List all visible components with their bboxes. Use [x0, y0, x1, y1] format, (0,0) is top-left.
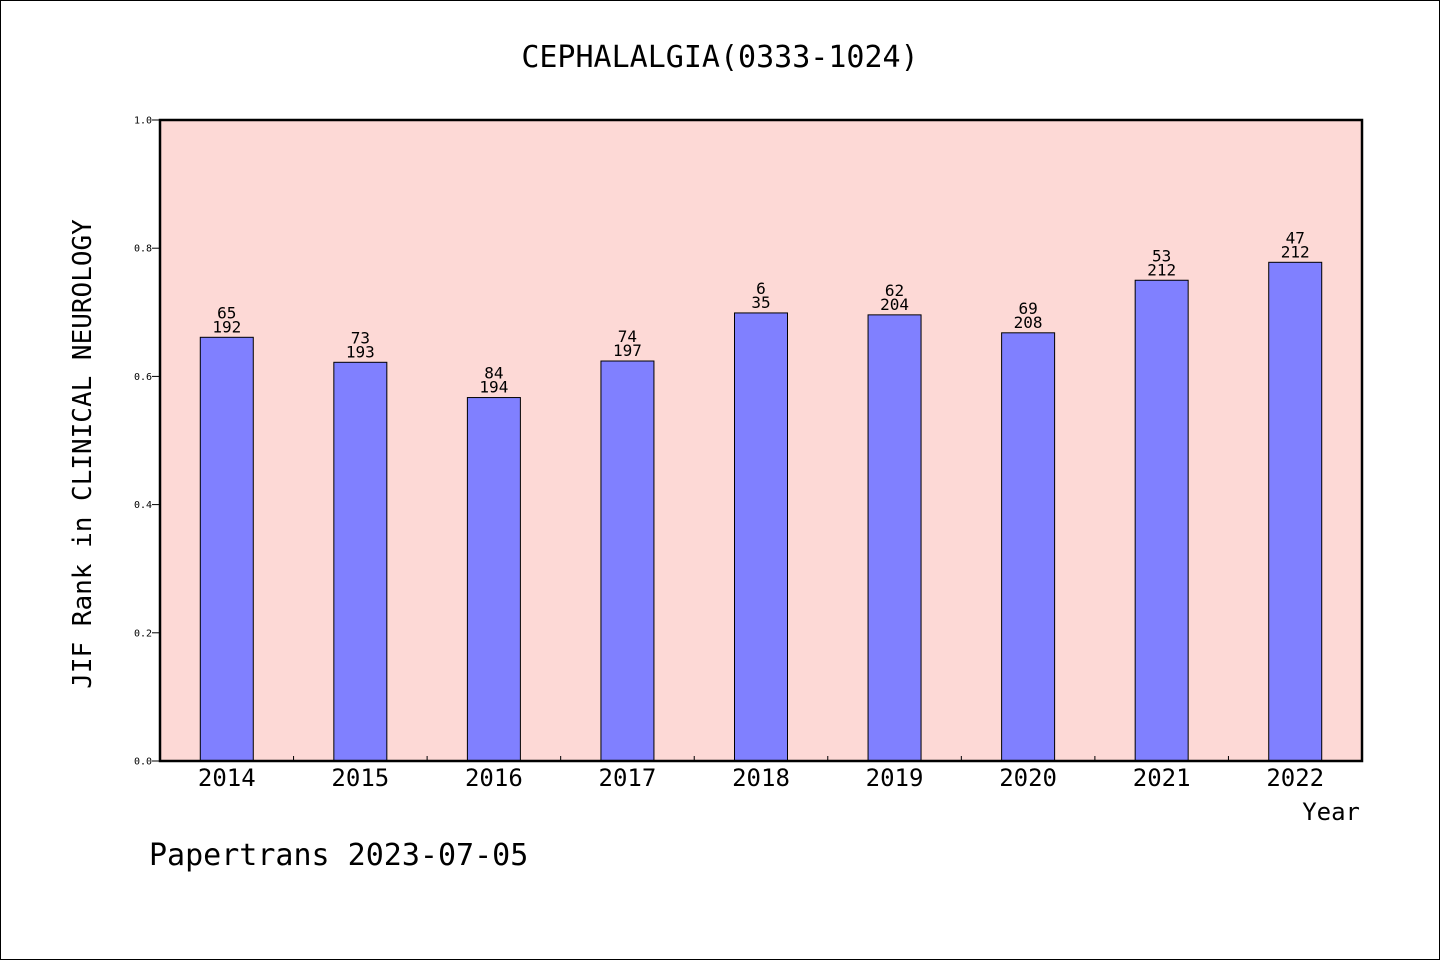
bar-total-label: 212 — [1281, 242, 1310, 261]
bar-rank-label: 84 — [484, 364, 503, 383]
bar-rank-label: 6 — [756, 279, 766, 298]
bar-2018 — [734, 312, 788, 762]
plot-frame — [158, 118, 1364, 763]
bar-rank-label: 62 — [885, 281, 904, 300]
bar-2019 — [867, 314, 922, 762]
x-tick-label: 2021 — [1133, 764, 1191, 792]
x-tick-label: 2015 — [331, 764, 389, 792]
y-axis-title: JIF Rank in CLINICAL NEUROLOGY — [68, 219, 98, 689]
bar-total-label: 193 — [346, 342, 375, 361]
y-tick-label: 0.6 — [134, 372, 152, 383]
bar-2021 — [1134, 279, 1189, 762]
bar-rank-label: 65 — [217, 303, 236, 322]
bar-2014 — [199, 336, 254, 762]
y-tick-label: 1.0 — [134, 116, 152, 127]
y-tick-label: 0.8 — [134, 244, 152, 255]
footer-watermark: Papertrans 2023-07-05 — [149, 838, 528, 873]
x-tick-label: 2014 — [198, 764, 256, 792]
x-tick-label: 2017 — [599, 764, 657, 792]
bar-total-label: 212 — [1147, 260, 1176, 279]
bar-rank-label: 47 — [1286, 228, 1305, 247]
bar-rank-label: 53 — [1152, 246, 1171, 265]
bar-rank-label: 69 — [1018, 299, 1037, 318]
chart-title: CEPHALALGIA(0333-1024) — [521, 40, 918, 75]
bar-total-label: 204 — [880, 295, 909, 314]
x-axis: 2014 2015 2016 2017 2018 2019 2020 2021 2022 — [198, 756, 1324, 792]
y-axis: 0.0 0.2 0.4 0.6 0.8 1.0 — [134, 116, 160, 768]
x-tick-label: 2020 — [999, 764, 1057, 792]
bar-total-label: 208 — [1014, 313, 1043, 332]
bar-2015 — [333, 361, 388, 762]
x-tick-label: 2019 — [866, 764, 924, 792]
bar-rank-label: 74 — [618, 327, 637, 346]
y-tick-label: 0.2 — [134, 628, 152, 639]
bar-2016 — [466, 397, 521, 762]
bar-2020 — [1001, 332, 1056, 762]
x-tick-label: 2018 — [732, 764, 790, 792]
bar-total-label: 35 — [751, 293, 770, 312]
bar-rank-label: 73 — [351, 328, 370, 347]
y-tick-label: 0.4 — [134, 500, 152, 511]
y-tick-label: 0.0 — [134, 757, 152, 768]
bar-2017 — [600, 360, 655, 762]
x-tick-label: 2022 — [1266, 764, 1324, 792]
bar-total-label: 197 — [613, 341, 642, 360]
x-tick-label: 2016 — [465, 764, 523, 792]
x-axis-title: Year — [1302, 798, 1360, 826]
bar-total-label: 194 — [479, 378, 508, 397]
bar-2022 — [1268, 261, 1323, 762]
bars-layer — [199, 261, 1323, 762]
bar-total-label: 192 — [212, 317, 241, 336]
